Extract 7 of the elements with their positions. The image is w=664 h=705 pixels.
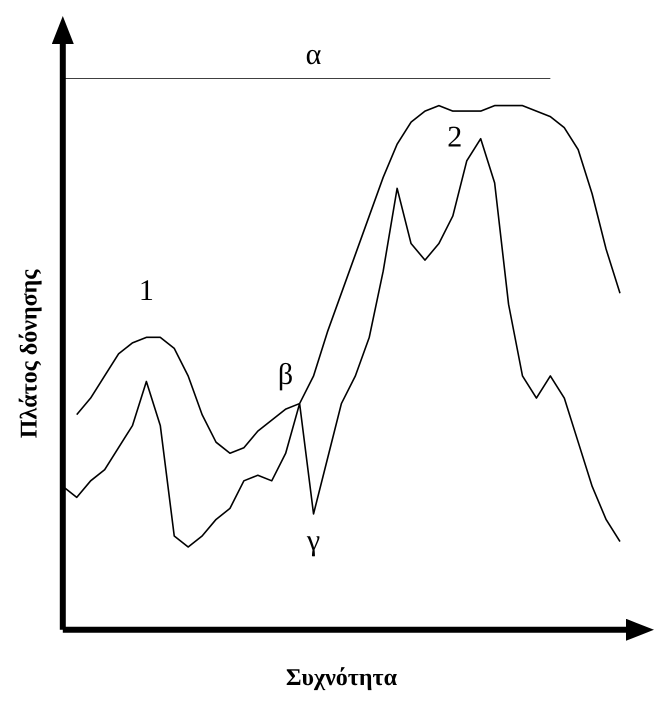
x-axis-title: Συχνότητα: [286, 664, 398, 691]
y-axis-title: Πλάτος δόνησης: [16, 268, 43, 438]
series-label: γ: [306, 524, 320, 557]
series-label: α: [306, 38, 322, 71]
annotation: 2: [447, 120, 462, 154]
series-label: β: [278, 358, 294, 391]
annotation: 1: [138, 274, 154, 308]
